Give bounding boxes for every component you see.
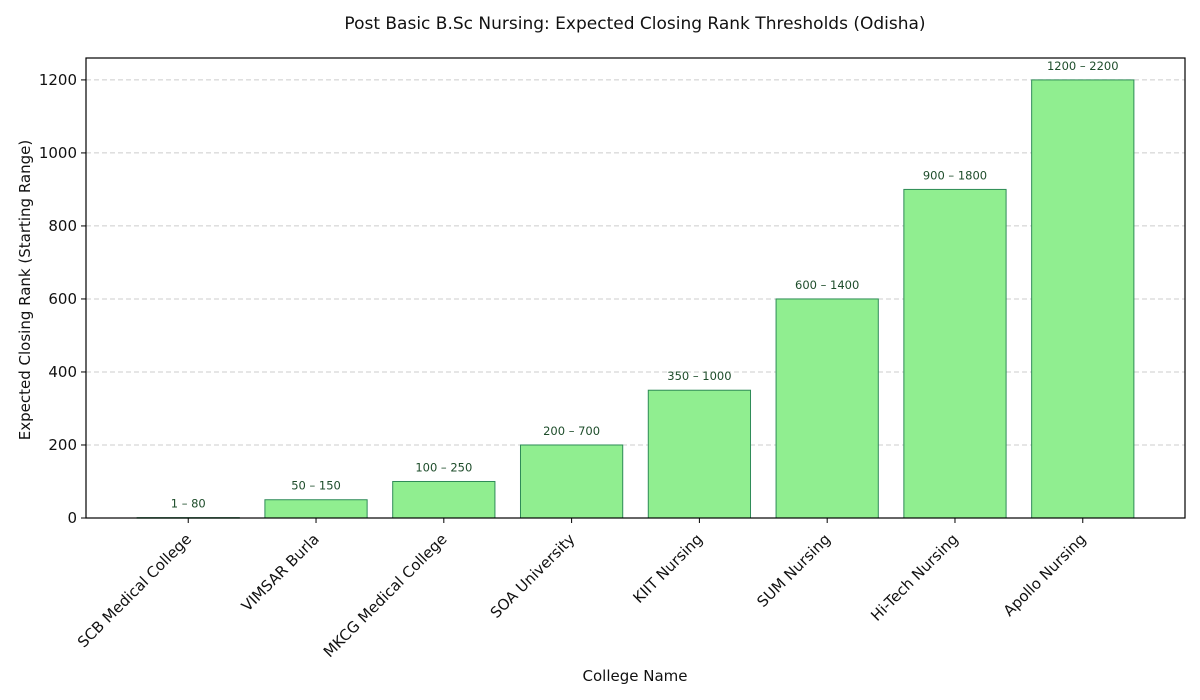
bar-data-label: 100 – 250 bbox=[415, 460, 472, 474]
bar bbox=[647, 389, 752, 519]
bars bbox=[136, 79, 1135, 519]
bar-data-labels: 1 – 80 50 – 150 100 – 250 200 – 700 350 – 10… bbox=[171, 59, 1119, 511]
bar bbox=[1031, 79, 1135, 519]
y-axis: 0 200 400 600 800 1000 1200 bbox=[39, 71, 86, 527]
grid-lines bbox=[86, 79, 1185, 446]
bar bbox=[392, 480, 496, 519]
y-tick-label: 0 bbox=[67, 509, 77, 527]
bar-data-label: 350 – 1000 bbox=[667, 369, 731, 383]
y-tick-label: 1000 bbox=[39, 144, 77, 162]
bar bbox=[519, 444, 624, 519]
y-tick-label: 1200 bbox=[39, 71, 77, 89]
x-tick-label: SOA University bbox=[487, 530, 579, 622]
y-axis-label: Expected Closing Rank (Starting Range) bbox=[16, 140, 34, 440]
x-tick-label: KIIT Nursing bbox=[629, 530, 706, 607]
x-tick-label: MKCG Medical College bbox=[320, 530, 451, 661]
x-axis-label: College Name bbox=[583, 667, 688, 685]
x-tick-label: VIMSAR Burla bbox=[238, 530, 323, 615]
x-tick-label: SCB Medical College bbox=[74, 530, 195, 651]
bar bbox=[264, 499, 368, 519]
chart-title: Post Basic B.Sc Nursing: Expected Closin… bbox=[344, 14, 925, 34]
bar-data-label: 1200 – 2200 bbox=[1047, 59, 1119, 73]
x-tick-label: Hi-Tech Nursing bbox=[867, 530, 962, 625]
plot-frame bbox=[85, 57, 1186, 519]
bar bbox=[903, 188, 1007, 519]
bar bbox=[775, 298, 879, 519]
x-tick-label: Apollo Nursing bbox=[1000, 530, 1090, 620]
bar-data-label: 1 – 80 bbox=[171, 497, 206, 511]
y-tick-label: 600 bbox=[48, 290, 77, 308]
y-tick-label: 800 bbox=[48, 217, 77, 235]
bar-data-label: 600 – 1400 bbox=[795, 278, 859, 292]
y-tick-label: 200 bbox=[48, 436, 77, 454]
x-tick-label: SUM Nursing bbox=[753, 530, 834, 611]
bar-data-label: 200 – 700 bbox=[543, 424, 600, 438]
bar-data-label: 50 – 150 bbox=[291, 479, 341, 493]
bar-data-label: 900 – 1800 bbox=[923, 168, 987, 182]
y-tick-label: 400 bbox=[48, 363, 77, 381]
